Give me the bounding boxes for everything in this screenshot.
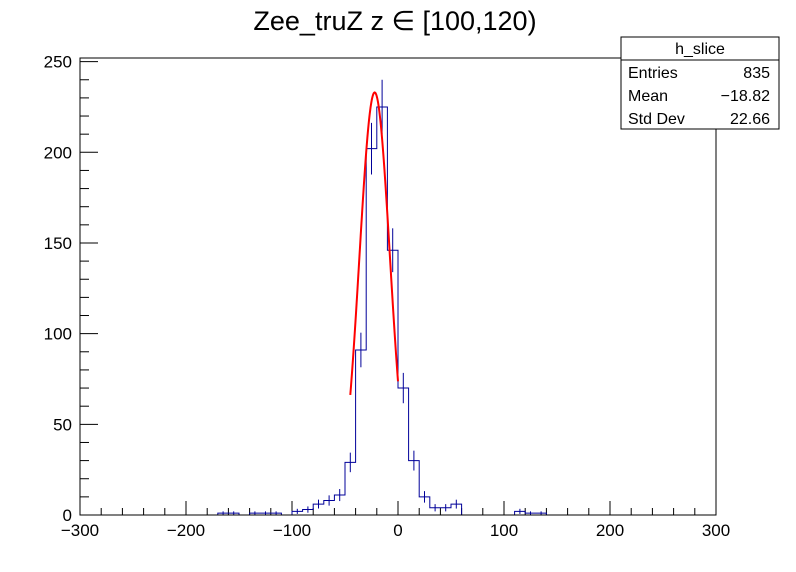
histogram-bins — [218, 107, 547, 515]
x-tick-label: −100 — [273, 521, 311, 540]
stats-entries-value: 835 — [743, 65, 770, 82]
histogram-bin — [377, 107, 388, 515]
plot-frame — [79, 57, 717, 516]
x-tick-label: 0 — [393, 521, 402, 540]
stats-box-title: h_slice — [675, 41, 725, 58]
x-tick-label: 300 — [702, 521, 730, 540]
y-tick-label: 50 — [53, 415, 72, 434]
x-axis-ticks: −300 −200 −100 0 100 200 300 — [61, 501, 730, 540]
histogram-bin — [356, 350, 367, 515]
x-tick-label: 100 — [490, 521, 518, 540]
y-tick-label: 100 — [44, 325, 72, 344]
histogram-outline — [80, 106, 716, 516]
x-tick-label: 200 — [596, 521, 624, 540]
y-axis-ticks: 0 50 100 150 200 250 — [44, 53, 98, 525]
histogram-bin — [366, 149, 377, 515]
stats-stddev-label: Std Dev — [628, 111, 685, 128]
stats-mean-label: Mean — [628, 88, 668, 105]
stats-box: h_slice Entries 835 Mean −18.82 Std Dev … — [620, 36, 780, 130]
y-tick-label: 150 — [44, 234, 72, 253]
error-bars — [222, 79, 542, 515]
chart-title: Zee_truZ z ∈ [100,120) — [253, 6, 536, 36]
x-tick-label: −300 — [61, 521, 99, 540]
stats-box-frame — [620, 36, 780, 130]
y-tick-label: 200 — [44, 143, 72, 162]
stats-mean-value: −18.82 — [721, 88, 770, 105]
histogram-bin — [398, 388, 409, 515]
stats-entries-label: Entries — [628, 65, 678, 82]
gaussian-fit-curve — [349, 91, 399, 395]
stats-stddev-value: 22.66 — [730, 111, 770, 128]
y-tick-label: 250 — [44, 53, 72, 72]
x-tick-label: −200 — [167, 521, 205, 540]
y-tick-label: 0 — [63, 506, 72, 525]
